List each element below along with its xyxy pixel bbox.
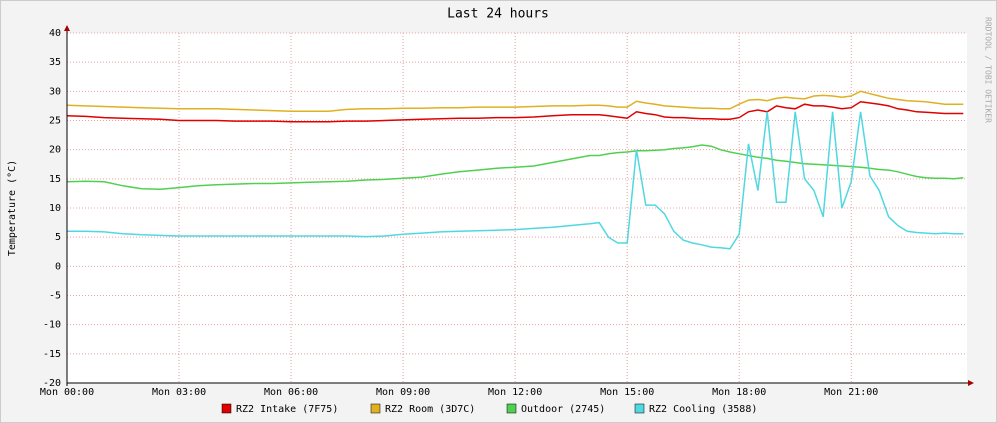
- side-text: RRDTOOL / TOBI OETIKER: [984, 17, 993, 123]
- y-tick-label: 40: [49, 28, 61, 39]
- y-tick-label: 15: [49, 174, 61, 185]
- y-tick-label: -5: [49, 291, 61, 302]
- y-tick-label: -10: [43, 320, 61, 331]
- series-line: [66, 144, 964, 191]
- y-tick-label: 25: [49, 116, 61, 127]
- x-tick-label: Mon 12:00: [488, 387, 542, 398]
- x-tick-label: Mon 09:00: [376, 387, 430, 398]
- lines: [66, 90, 964, 250]
- series-line: [66, 101, 964, 123]
- x-tick-label: Mon 15:00: [600, 387, 654, 398]
- legend-label: RZ2 Intake (7F75): [236, 404, 338, 415]
- y-tick-label: 10: [49, 203, 61, 214]
- x-tick-label: Mon 06:00: [264, 387, 318, 398]
- y-tick-label: 0: [55, 261, 61, 272]
- y-tick-label: 20: [49, 145, 61, 156]
- x-arrow: [968, 380, 974, 386]
- y-axis-label: Temperature (°C): [7, 160, 18, 256]
- legend-label: Outdoor (2745): [521, 404, 605, 415]
- legend-swatch: [370, 403, 381, 414]
- x-tick-label: Mon 00:00: [40, 387, 94, 398]
- x-tick-label: Mon 18:00: [712, 387, 766, 398]
- y-arrow: [64, 25, 70, 31]
- x-tick-label: Mon 21:00: [824, 387, 878, 398]
- y-tick-label: 35: [49, 57, 61, 68]
- x-tick-label: Mon 03:00: [152, 387, 206, 398]
- y-tick-label: 5: [55, 232, 61, 243]
- y-tick-label: -20: [43, 378, 61, 389]
- chart-title: Last 24 hours: [447, 7, 549, 22]
- legend-label: RZ2 Room (3D7C): [385, 404, 475, 415]
- legend-swatch: [634, 403, 645, 414]
- legend: RZ2 Intake (7F75) RZ2 Room (3D7C) Outdoor …: [221, 403, 757, 415]
- legend-swatch: [506, 403, 517, 414]
- series-line: [66, 90, 964, 112]
- y-tick-label: 30: [49, 86, 61, 97]
- legend-swatch: [221, 403, 232, 414]
- series-line: [67, 111, 964, 250]
- legend-label: RZ2 Cooling (3588): [649, 404, 757, 415]
- grid: [66, 32, 967, 384]
- y-tick-label: -15: [43, 349, 61, 360]
